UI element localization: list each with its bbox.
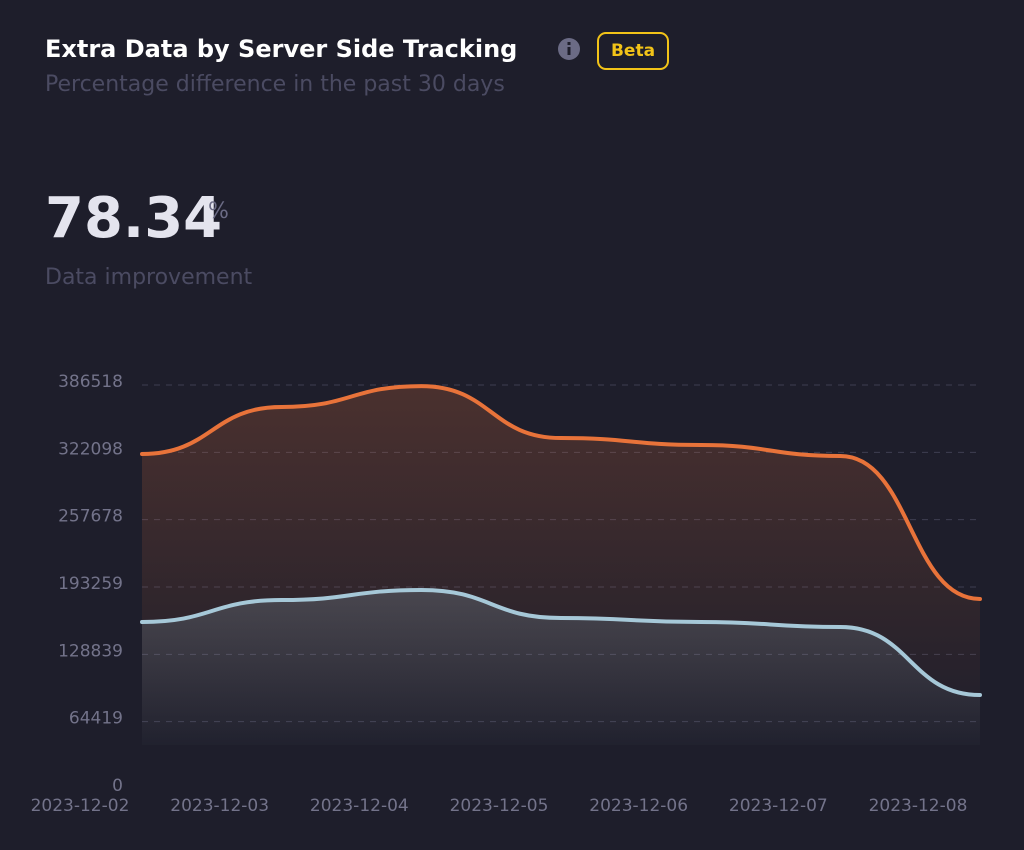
y-tick-label: 64419 [69,709,123,729]
line [140,587,982,698]
info-glyph [567,47,571,55]
area [142,589,980,745]
y-tick-label: 0 [112,776,123,796]
title: Extra Data by Server Side Tracking [45,35,517,63]
subtitle: Percentage difference in the past 30 day… [45,72,505,97]
y-tick-label: 128839 [58,641,123,661]
x-tick-label: 2023-12-02 [31,796,130,816]
kpi-unit: % [208,199,229,224]
y-tick-label: 193259 [58,574,123,594]
x-tick-label: 2023-12-07 [729,796,828,816]
x-tick-label: 2023-12-08 [869,796,968,816]
x-tick-label: 2023-12-03 [170,796,269,816]
line [140,384,982,601]
x-tick-label: 2023-12-06 [589,796,688,816]
beta-label: Beta [611,41,655,61]
y-tick-label: 322098 [58,439,123,459]
kpi-label: Data improvement [45,265,253,290]
beta-badge [597,32,669,70]
x-tick-label: 2023-12-04 [310,796,409,816]
kpi-value: 78.34 [45,186,222,251]
y-tick-label: 386518 [58,372,123,392]
x-tick-label: 2023-12-05 [450,796,549,816]
info-glyph-dot [567,42,571,45]
y-tick-label: 257678 [58,507,123,527]
